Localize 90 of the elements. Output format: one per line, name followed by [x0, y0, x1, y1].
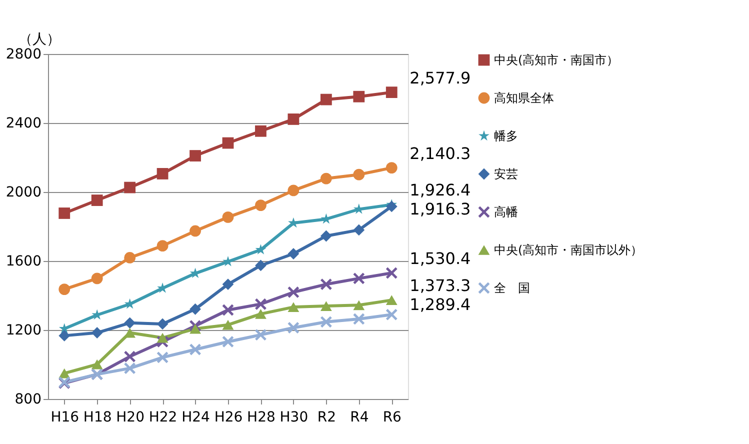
- point: [320, 316, 332, 328]
- point: [58, 330, 70, 342]
- x-tick-label: H22: [148, 410, 178, 426]
- x-tick-label: H24: [182, 410, 210, 426]
- point: [190, 303, 201, 315]
- data-label: 1,916.3: [410, 200, 471, 219]
- point: [255, 298, 266, 310]
- point: [255, 309, 266, 319]
- point: [156, 318, 168, 330]
- point: [156, 332, 168, 343]
- point: [190, 225, 201, 237]
- point: [288, 248, 300, 260]
- legend-label: 中央(高知市・南国市以外）: [494, 243, 643, 257]
- point: [222, 211, 234, 223]
- point: [320, 94, 332, 106]
- x-tick-label: H16: [50, 410, 80, 426]
- legend-label: 幡多: [494, 129, 518, 143]
- point: [288, 184, 300, 196]
- x-tick-label: R2: [317, 410, 336, 426]
- point: [91, 194, 103, 206]
- point: [353, 168, 365, 180]
- point: [386, 86, 398, 98]
- legend-label: 高知県全体: [494, 91, 554, 105]
- point: [222, 278, 234, 290]
- point: [288, 286, 300, 298]
- point: [190, 150, 201, 162]
- point: [353, 300, 365, 310]
- point: [222, 304, 234, 316]
- y-tick-label: 1600: [6, 254, 42, 270]
- point: [124, 362, 136, 374]
- legend-label: 安芸: [494, 167, 518, 181]
- x-tick-label: H30: [280, 410, 308, 426]
- point: [156, 352, 168, 364]
- point: [255, 329, 266, 341]
- point: [386, 200, 398, 212]
- data-label: 1,289.4: [410, 295, 471, 314]
- data-label: 2,140.3: [410, 144, 471, 163]
- point: [353, 224, 365, 236]
- point: [288, 114, 300, 125]
- point: [190, 324, 201, 334]
- point: [386, 162, 398, 174]
- point: [91, 359, 103, 370]
- x-tick-label: H26: [214, 410, 243, 426]
- data-label: 2,577.9: [410, 68, 471, 88]
- point: [255, 125, 266, 137]
- data-label: 1,926.4: [410, 180, 471, 200]
- point: [222, 137, 234, 149]
- y-tick-label: 2800: [6, 46, 42, 62]
- y-tick-label: 800: [14, 392, 42, 408]
- point: [255, 260, 266, 272]
- point: [353, 90, 365, 102]
- point: [58, 208, 70, 219]
- x-tick-label: H28: [247, 410, 276, 426]
- point: [320, 278, 332, 290]
- x-tick-label: H20: [116, 410, 144, 426]
- x-tick-label: R6: [382, 410, 402, 426]
- x-tick-label: H18: [83, 410, 112, 426]
- data-label: 1,530.4: [410, 249, 471, 268]
- legend-label: 高幡: [494, 205, 518, 219]
- x-tick-label: R4: [350, 410, 369, 426]
- y-axis-title: （人）: [18, 32, 60, 48]
- point: [255, 244, 266, 254]
- point: [124, 182, 136, 194]
- y-tick-label: 1200: [6, 322, 42, 338]
- point: [91, 272, 103, 284]
- y-tick-label: 2400: [6, 116, 42, 132]
- y-tick-label: 2000: [6, 184, 42, 200]
- point: [320, 172, 332, 184]
- legend-label: 中央(高知市・南国市）: [494, 53, 619, 67]
- point: [386, 308, 398, 320]
- point: [353, 313, 365, 325]
- point: [386, 295, 398, 306]
- point: [288, 302, 300, 312]
- point: [320, 230, 332, 242]
- point: [386, 267, 398, 279]
- point: [156, 168, 168, 180]
- point: [353, 272, 365, 284]
- point: [124, 317, 136, 329]
- point: [320, 301, 332, 311]
- point: [124, 350, 136, 362]
- point: [91, 327, 103, 338]
- point: [156, 240, 168, 252]
- point: [255, 200, 266, 211]
- point: [124, 252, 136, 264]
- legend-label: 全 国: [494, 281, 530, 295]
- point: [124, 328, 136, 338]
- point: [288, 322, 300, 334]
- point: [222, 320, 234, 330]
- data-label: 1,373.3: [410, 276, 471, 296]
- point: [58, 284, 70, 295]
